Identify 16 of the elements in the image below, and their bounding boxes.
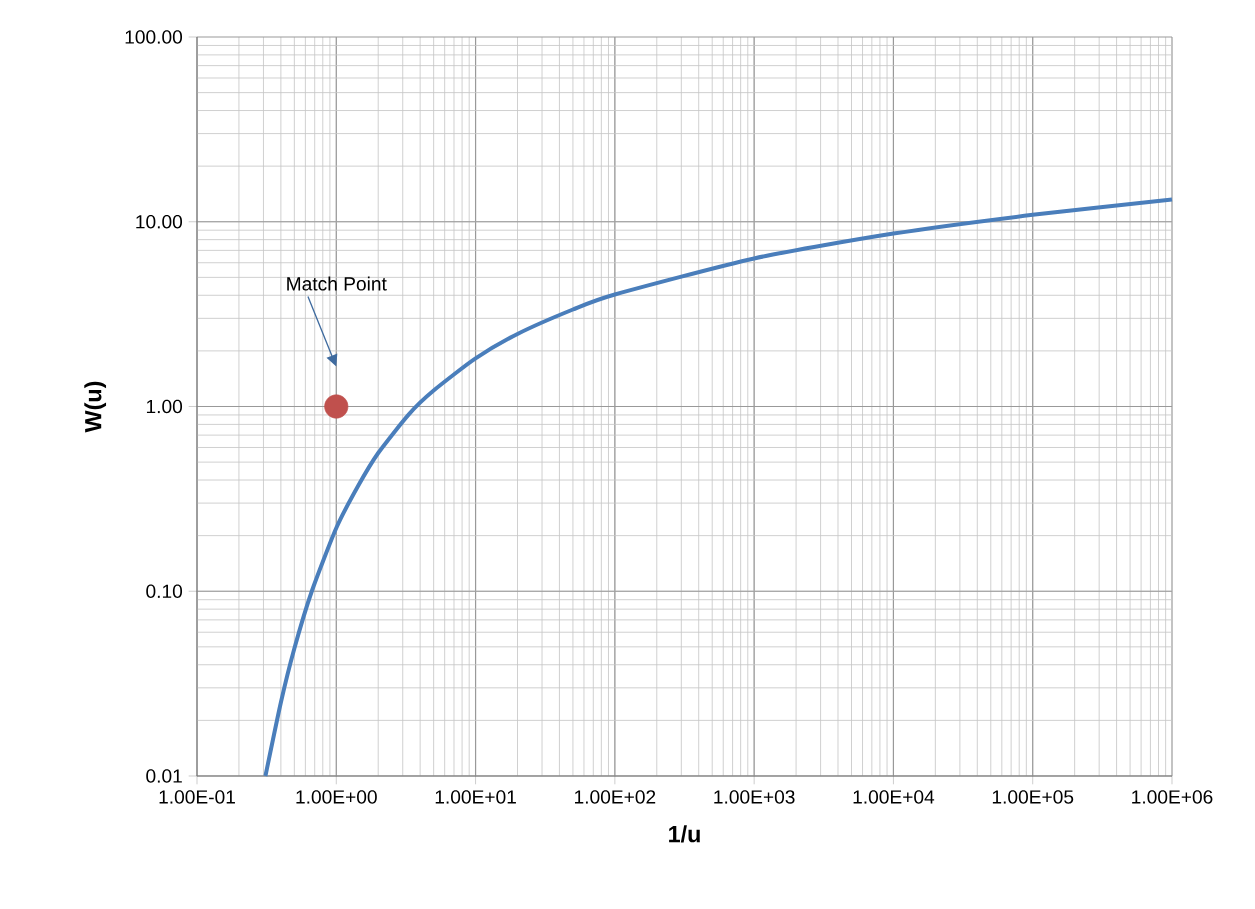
y-tick-label: 0.10 xyxy=(146,584,183,599)
x-axis-title: 1/u xyxy=(669,825,700,843)
x-tick-label: 1.00E+03 xyxy=(714,790,795,804)
x-tick-label: 1.00E+05 xyxy=(992,790,1074,804)
y-tick-label: 10.00 xyxy=(136,214,183,229)
x-tick-label: 1.00E+02 xyxy=(575,790,656,804)
annotation: Match Point xyxy=(287,276,387,291)
x-tick-label: 1.00E+01 xyxy=(435,790,516,804)
y-tick-label: 1.00 xyxy=(146,399,183,414)
x-tick-label: 1.00E+06 xyxy=(1132,790,1213,804)
x-tick-label: 1.00E-01 xyxy=(159,790,235,804)
x-tick-label: 1.00E+00 xyxy=(296,790,377,804)
y-tick-label: 100.00 xyxy=(125,30,183,44)
x-tick-label: 1.00E+04 xyxy=(853,790,935,804)
y-axis-title: W(u) xyxy=(84,381,107,433)
y-tick-label: 0.01 xyxy=(146,769,182,783)
